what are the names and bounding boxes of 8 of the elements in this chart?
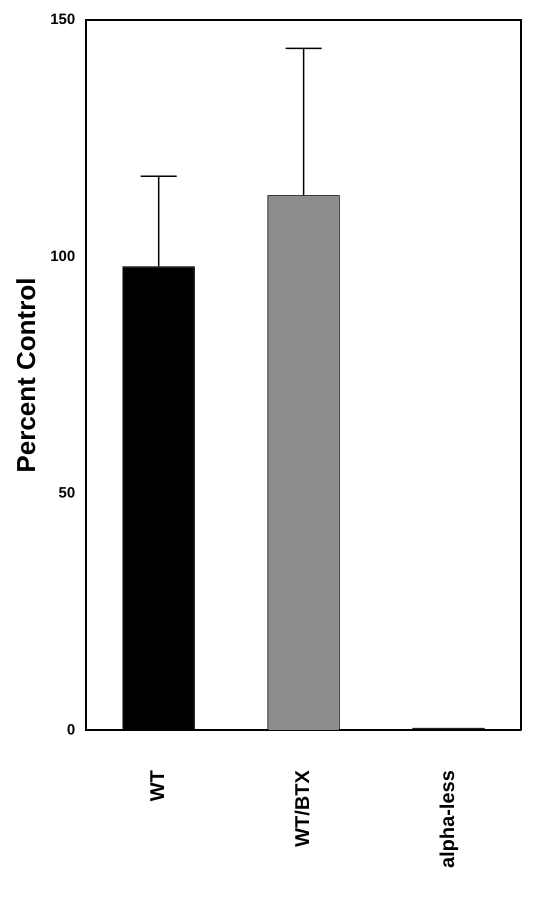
y-tick-label: 100 [50,248,76,265]
x-tick-label: WT/BTX [292,770,314,847]
x-tick-label: alpha-less [437,770,460,868]
y-tick-label: 150 [50,11,76,28]
y-tick-label: 0 [66,721,76,738]
x-tick-label: WT [147,770,170,802]
y-tick-label: 50 [58,484,76,502]
y-axis-title: Percent Control [10,278,41,473]
